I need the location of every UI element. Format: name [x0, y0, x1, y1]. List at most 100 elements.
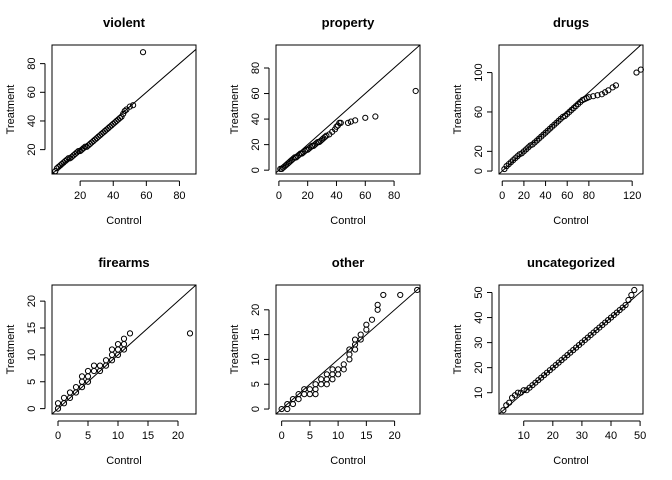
- data-point: [306, 386, 313, 393]
- data-point: [602, 89, 609, 96]
- x-tick-label: 40: [605, 430, 617, 442]
- identity-line: [52, 285, 196, 414]
- panel-title: other: [332, 255, 365, 270]
- data-point: [637, 66, 644, 73]
- data-point: [323, 371, 330, 378]
- data-point: [506, 399, 513, 406]
- y-tick-label: 40: [473, 311, 485, 323]
- data-point: [500, 407, 507, 414]
- data-point: [605, 87, 612, 94]
- panel-uncategorized: uncategorized 10 20 30 40 50 10 20 30 40 50 Control…: [452, 255, 646, 467]
- data-point: [585, 94, 592, 101]
- x-axis-label: Control: [553, 215, 588, 227]
- panel-title: violent: [103, 15, 146, 30]
- x-tick-label: 60: [359, 190, 371, 202]
- data-point: [598, 91, 605, 98]
- x-tick-label: 20: [74, 190, 86, 202]
- data-point: [628, 291, 635, 299]
- data-point: [612, 82, 620, 89]
- x-axis: 10 20 30 40 50: [518, 420, 646, 442]
- panel-firearms: firearms 0 5 10 15 20 0 5 10 15 20 Control Treatment: [5, 255, 197, 467]
- data-point: [108, 351, 116, 358]
- x-axis: 0 5 10 15 20: [279, 420, 401, 442]
- panel-title: firearms: [98, 255, 149, 270]
- y-tick-label: 20: [473, 362, 485, 374]
- x-tick-label: 60: [140, 190, 152, 202]
- data-point: [352, 117, 359, 124]
- data-point: [363, 321, 370, 328]
- y-tick-label: 20: [250, 138, 262, 150]
- data-point: [374, 306, 381, 313]
- x-tick-label: 50: [634, 430, 646, 442]
- x-axis: 0 20 40 60 80: [276, 180, 400, 202]
- y-axis: 20 40 60 80: [26, 58, 46, 156]
- data-point: [78, 373, 86, 380]
- data-point: [108, 346, 116, 353]
- data-point: [372, 113, 379, 120]
- x-tick-label: 80: [583, 190, 595, 202]
- data-point: [318, 381, 325, 388]
- data-point: [130, 102, 137, 109]
- data-point: [609, 84, 616, 91]
- data-point: [120, 341, 128, 348]
- data-points: [52, 49, 147, 175]
- data-point: [397, 291, 404, 299]
- x-tick-label: 60: [561, 190, 573, 202]
- x-tick-label: 20: [302, 190, 314, 202]
- panel-other: other 0 5 10 15 20 0 5 10 15 20 Control Treatment: [229, 255, 421, 467]
- data-point: [625, 296, 632, 304]
- panel-drugs: drugs 0 20 40 60 80 120 0 20 60 100 Control Treatmen…: [452, 15, 644, 227]
- y-axis: 0 5 10 15 20: [250, 304, 270, 412]
- x-tick-label: 20: [172, 430, 184, 442]
- data-point: [380, 291, 387, 299]
- data-point: [340, 366, 347, 373]
- data-point: [114, 346, 122, 353]
- data-point: [295, 396, 302, 403]
- plot-frame: [498, 44, 644, 175]
- y-tick-label: 5: [26, 379, 38, 385]
- data-point: [335, 371, 342, 378]
- x-tick-label: 0: [276, 190, 282, 202]
- data-point: [631, 286, 638, 294]
- data-point: [363, 326, 370, 333]
- data-point: [72, 384, 80, 391]
- data-point: [337, 119, 344, 127]
- data-point: [289, 400, 297, 408]
- y-axis-label: Treatment: [452, 85, 464, 135]
- y-tick-label: 0: [26, 406, 38, 412]
- data-point: [344, 119, 352, 127]
- x-tick-label: 15: [360, 430, 372, 442]
- y-tick-label: 40: [250, 113, 262, 125]
- data-point: [318, 376, 325, 383]
- y-axis: 10 20 30 40 50: [473, 286, 493, 399]
- x-axis-label: Control: [330, 455, 365, 467]
- x-tick-label: 80: [388, 190, 400, 202]
- y-tick-label: 20: [473, 145, 485, 157]
- x-axis-label: Control: [106, 215, 141, 227]
- plot-frame: [51, 284, 197, 415]
- data-point: [333, 123, 340, 130]
- y-tick-label: 0: [250, 167, 262, 173]
- data-point: [301, 391, 308, 398]
- y-tick-label: 30: [473, 336, 485, 348]
- data-point: [84, 373, 92, 380]
- x-tick-label: 0: [279, 430, 285, 442]
- y-axis-label: Treatment: [5, 325, 17, 375]
- y-tick-label: 80: [26, 58, 38, 70]
- identity-line: [276, 286, 420, 414]
- y-axis-label: Treatment: [452, 325, 464, 375]
- x-tick-label: 20: [518, 190, 530, 202]
- panel-property: property 0 20 40 60 80 0 20 40 60 80 Control Treatme…: [229, 15, 421, 227]
- y-tick-label: 20: [26, 295, 38, 307]
- y-tick-label: 0: [473, 168, 485, 174]
- data-point: [312, 386, 319, 393]
- y-tick-label: 50: [473, 286, 485, 298]
- data-point: [73, 149, 80, 156]
- data-point: [102, 357, 110, 364]
- x-tick-label: 10: [332, 430, 344, 442]
- data-point: [346, 351, 353, 358]
- x-tick-label: 20: [547, 430, 559, 442]
- data-point: [633, 69, 640, 76]
- panel-title: property: [322, 15, 376, 30]
